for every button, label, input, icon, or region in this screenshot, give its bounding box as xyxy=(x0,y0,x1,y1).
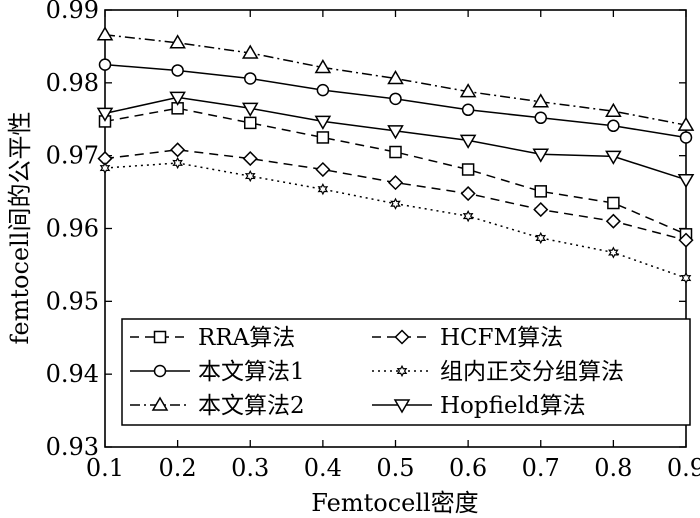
y-tick-label: 0.95 xyxy=(46,287,99,315)
data-point xyxy=(390,197,401,210)
data-point xyxy=(244,169,256,183)
data-point xyxy=(461,103,475,117)
legend-label: Hopfield算法 xyxy=(440,393,586,419)
y-tick-label: 0.99 xyxy=(46,0,99,24)
data-point xyxy=(99,161,111,175)
data-point xyxy=(607,196,620,210)
data-point xyxy=(170,142,186,158)
data-point xyxy=(679,131,693,144)
x-tick-label: 0.2 xyxy=(159,454,197,482)
data-point xyxy=(98,58,112,71)
data-point xyxy=(605,150,622,165)
data-point xyxy=(533,202,549,218)
data-point xyxy=(461,163,475,176)
x-tick-label: 0.5 xyxy=(376,454,414,482)
data-point xyxy=(680,271,692,285)
data-point xyxy=(316,83,330,97)
y-tick-label: 0.93 xyxy=(46,433,99,461)
data-point xyxy=(462,210,474,223)
x-axis-title: Femtocell密度 xyxy=(311,489,478,517)
data-point xyxy=(677,116,695,131)
data-point xyxy=(242,151,258,167)
data-point xyxy=(172,156,183,170)
legend-marker xyxy=(151,396,169,411)
data-point xyxy=(315,161,331,178)
data-point xyxy=(459,83,477,98)
x-tick-label: 0.4 xyxy=(304,454,342,482)
legend-marker xyxy=(153,364,167,378)
legend-label: 组内正交分组算法 xyxy=(440,359,624,385)
x-tick-label: 0.1 xyxy=(86,454,124,482)
data-point xyxy=(607,119,620,133)
legend-label: HCFM算法 xyxy=(440,325,563,351)
x-tick-label: 0.9 xyxy=(667,454,700,482)
y-tick-label: 0.94 xyxy=(46,360,99,388)
x-tick-label: 0.7 xyxy=(522,454,560,482)
legend-marker xyxy=(153,330,167,344)
data-point xyxy=(241,44,259,59)
series-line-5 xyxy=(104,34,687,126)
data-point xyxy=(534,111,547,125)
data-point xyxy=(678,232,694,248)
x-tick-label: 0.8 xyxy=(594,454,632,482)
data-point xyxy=(608,246,619,259)
legend-label: 本文算法1 xyxy=(198,359,305,385)
data-point xyxy=(314,115,332,130)
data-point xyxy=(459,134,477,149)
data-point xyxy=(532,93,550,108)
data-point xyxy=(387,125,404,140)
data-point xyxy=(677,173,695,189)
series-line-2 xyxy=(104,149,687,241)
x-tick-label: 0.6 xyxy=(449,454,487,482)
data-point xyxy=(171,64,184,77)
data-point xyxy=(534,185,547,198)
legend-marker xyxy=(393,399,411,414)
legend-label: RRA算法 xyxy=(198,325,295,351)
data-point xyxy=(605,102,622,117)
data-point xyxy=(96,26,114,41)
data-point xyxy=(605,213,621,229)
series-line-1 xyxy=(104,107,687,235)
data-point xyxy=(389,92,402,106)
legend-marker xyxy=(394,329,410,345)
data-point xyxy=(389,145,402,159)
data-point xyxy=(317,183,329,196)
data-point xyxy=(244,72,257,85)
data-point xyxy=(314,59,332,74)
legend-marker xyxy=(396,364,408,378)
y-tick-label: 0.98 xyxy=(46,69,99,97)
y-axis-title: femtocell间的公平性 xyxy=(6,112,34,345)
y-tick-label: 0.97 xyxy=(46,142,99,170)
data-point xyxy=(244,116,257,130)
data-point xyxy=(169,91,186,106)
data-point xyxy=(535,231,547,245)
data-point xyxy=(460,185,476,202)
y-tick-label: 0.96 xyxy=(46,215,99,243)
data-point xyxy=(316,131,330,144)
data-point xyxy=(387,175,404,191)
data-point xyxy=(532,148,550,163)
data-point xyxy=(241,102,259,117)
data-point xyxy=(96,107,114,122)
legend-label: 本文算法2 xyxy=(198,393,305,419)
data-point xyxy=(387,69,404,85)
data-point xyxy=(169,34,186,49)
x-tick-label: 0.3 xyxy=(231,454,269,482)
